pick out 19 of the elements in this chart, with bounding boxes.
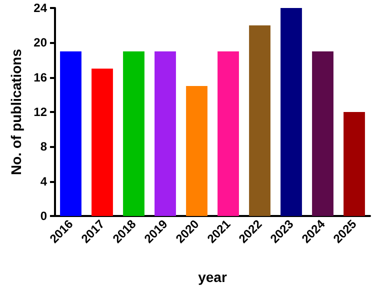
bar xyxy=(280,8,302,216)
bar xyxy=(123,51,144,216)
y-tick-label: 12 xyxy=(34,105,48,119)
y-axis-title: No. of publications xyxy=(8,48,24,175)
bar xyxy=(92,68,113,216)
bar xyxy=(154,51,176,216)
y-tick-label: 16 xyxy=(34,70,48,84)
bar xyxy=(312,51,334,216)
y-tick-label: 0 xyxy=(40,209,48,223)
bar xyxy=(218,51,239,216)
y-tick-label: 20 xyxy=(34,36,48,50)
y-tick-label: 8 xyxy=(40,140,48,154)
y-tick-label: 4 xyxy=(40,174,48,188)
y-tick-label: 24 xyxy=(34,1,48,15)
bar xyxy=(249,25,270,216)
bar xyxy=(60,51,82,216)
bar xyxy=(344,112,365,216)
bar xyxy=(186,86,208,216)
x-axis-title: year xyxy=(198,269,228,285)
